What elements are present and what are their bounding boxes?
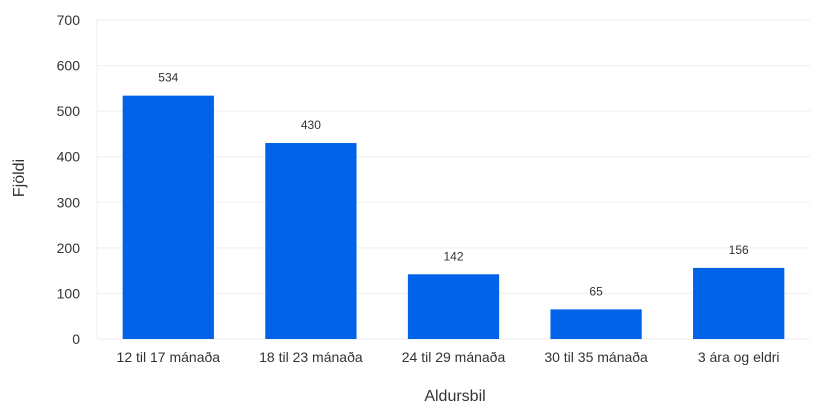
data-label: 156 — [729, 243, 749, 257]
bar — [407, 274, 500, 339]
gridlines — [96, 19, 810, 340]
y-tick-label: 500 — [57, 103, 81, 119]
bar — [265, 143, 357, 339]
x-tick-label: 18 til 23 mánaða — [259, 349, 363, 365]
data-label: 430 — [301, 118, 321, 132]
x-tick-label: 30 til 35 mánaða — [544, 349, 648, 365]
y-axis-title: Fjöldi — [11, 159, 28, 197]
bar — [693, 267, 785, 339]
bar — [122, 95, 214, 339]
y-tick-label: 300 — [57, 194, 81, 210]
y-tick-label: 600 — [57, 58, 81, 74]
y-tick-label: 0 — [72, 331, 80, 347]
y-axis-ticks: 0 100 200 300 400 500 600 700 — [57, 12, 81, 347]
x-tick-label: 24 til 29 mánaða — [402, 349, 506, 365]
bars — [122, 95, 785, 339]
y-tick-label: 100 — [57, 285, 81, 301]
data-labels: 534 430 142 65 156 — [158, 71, 749, 299]
bar — [550, 309, 642, 339]
data-label: 65 — [589, 284, 603, 298]
x-axis-title: Aldursbil — [424, 388, 485, 405]
y-tick-label: 700 — [57, 12, 81, 28]
y-tick-label: 200 — [57, 240, 81, 256]
y-tick-label: 400 — [57, 149, 81, 165]
x-axis-ticks: 12 til 17 mánaða 18 til 23 mánaða 24 til 2… — [117, 349, 780, 365]
data-label: 534 — [158, 71, 178, 85]
x-tick-label: 12 til 17 mánaða — [117, 349, 221, 365]
data-label: 142 — [443, 249, 463, 263]
x-tick-label: 3 ára og eldri — [698, 349, 780, 365]
